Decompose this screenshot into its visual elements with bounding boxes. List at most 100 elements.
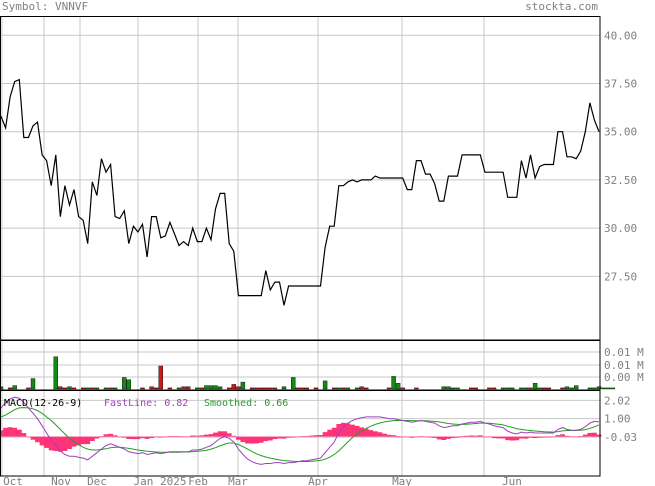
macd-histogram-bar — [368, 430, 374, 437]
volume-bar — [304, 387, 309, 390]
macd-histogram-bar — [167, 436, 173, 437]
macd-histogram-bar — [487, 436, 492, 438]
macd-histogram-bar — [140, 436, 145, 439]
macd-histogram-bar — [514, 436, 520, 441]
volume-tick-label: 0.01 M — [604, 359, 644, 372]
macd-histogram-bar — [569, 436, 574, 438]
volume-bar — [268, 387, 273, 390]
x-tick-label: Jun — [502, 475, 522, 486]
volume-bar — [491, 387, 497, 390]
volume-bar — [546, 387, 551, 390]
macd-histogram-bar — [313, 435, 319, 437]
macd-histogram-bar — [144, 436, 150, 439]
macd-histogram-bar — [249, 436, 255, 444]
macd-fast-line — [0, 396, 600, 465]
volume-bar — [58, 386, 63, 390]
macd-histogram-bar — [592, 432, 597, 437]
site-label[interactable]: stockta.com — [525, 0, 598, 13]
macd-histogram-bar — [158, 436, 164, 438]
volume-bar — [158, 365, 164, 390]
macd-histogram-bar — [372, 431, 378, 437]
macd-histogram-bar — [546, 436, 552, 438]
macd-histogram-bar — [131, 436, 136, 440]
macd-histogram-bar — [112, 435, 118, 437]
macd-histogram-bar — [541, 436, 547, 438]
macd-histogram-bar — [213, 432, 218, 437]
macd-smoothed-label: Smoothed: 0.66 — [204, 398, 288, 409]
macd-histogram-bar — [67, 436, 72, 450]
volume-bar — [564, 386, 570, 390]
volume-bar — [500, 387, 506, 390]
volume-bar — [272, 387, 278, 390]
macd-histogram-bar — [117, 436, 123, 438]
macd-histogram-bar — [16, 429, 22, 437]
macd-title: MACD(12-26-9) — [4, 398, 82, 409]
macd-histogram-bar — [573, 436, 579, 438]
x-tick-label: Mar — [228, 475, 248, 486]
macd-histogram-bar — [295, 436, 301, 438]
volume-bar — [469, 387, 474, 390]
volume-bar — [85, 387, 90, 390]
macd-histogram-bar — [89, 436, 95, 441]
volume-bar — [487, 387, 492, 390]
macd-histogram-bar — [391, 435, 396, 437]
volume-bar — [473, 387, 478, 390]
macd-histogram-bar — [418, 436, 424, 437]
macd-histogram-bar — [204, 434, 209, 437]
volume-bar — [71, 387, 77, 390]
macd-histogram-bar — [309, 435, 314, 437]
macd-histogram-bar — [263, 436, 269, 442]
macd-histogram-bar — [231, 435, 237, 437]
macd-histogram-bar — [299, 436, 305, 437]
macd-histogram-bar — [94, 436, 100, 439]
macd-histogram-bar — [258, 436, 264, 443]
macd-histogram-bar — [446, 436, 451, 439]
macd-histogram-bar — [12, 427, 18, 437]
macd-histogram-bar — [359, 427, 364, 437]
x-tick-label: May — [392, 475, 412, 486]
macd-histogram-bar — [473, 435, 479, 437]
volume-bar — [596, 386, 602, 390]
macd-histogram-bar — [377, 432, 383, 437]
volume-bar — [322, 380, 328, 390]
volume-bar — [510, 387, 515, 390]
volume-bar — [455, 387, 460, 390]
macd-histogram-bar — [551, 436, 556, 438]
volume-bar — [354, 387, 360, 390]
macd-histogram-bar — [500, 436, 506, 439]
x-tick-label: Dec — [87, 475, 107, 486]
macd-histogram-bar — [85, 436, 91, 445]
volume-bar — [359, 386, 364, 390]
macd-histogram-bar — [53, 436, 59, 451]
volume-bar — [249, 387, 255, 390]
volume-bar — [108, 387, 113, 390]
volume-bar — [240, 381, 246, 390]
volume-bar — [592, 387, 597, 390]
macd-histogram-bar — [217, 431, 223, 437]
volume-bar — [199, 387, 205, 390]
volume-bar — [364, 387, 369, 390]
macd-histogram-bar — [455, 436, 460, 438]
macd-histogram-bar — [153, 436, 159, 438]
volume-bar — [195, 387, 200, 390]
volume-bar — [153, 387, 159, 390]
volume-bar — [213, 385, 218, 390]
volume-bar — [537, 387, 542, 390]
volume-bar — [208, 385, 214, 390]
volume-bar — [226, 387, 232, 390]
macd-histogram-bar — [459, 436, 465, 437]
volume-bar — [140, 387, 145, 390]
volume-bar — [204, 385, 209, 390]
macd-tick-label: 2.02 — [604, 394, 631, 407]
volume-bar — [53, 356, 58, 390]
axis-labels: Oct Nov Dec Jan 2025 Feb Mar Apr May Jun 40.00 37.… — [3, 29, 644, 486]
macd-histogram-bar — [199, 435, 205, 437]
macd-histogram-bar — [44, 436, 49, 448]
macd-histogram-bar — [345, 423, 351, 437]
macd-histogram-bar — [341, 422, 346, 437]
volume-bar — [254, 387, 259, 390]
macd-histogram-bar — [322, 432, 328, 437]
volume-bar — [259, 387, 264, 390]
macd-histogram-bar — [555, 435, 561, 437]
macd-histogram-bar — [48, 436, 54, 451]
